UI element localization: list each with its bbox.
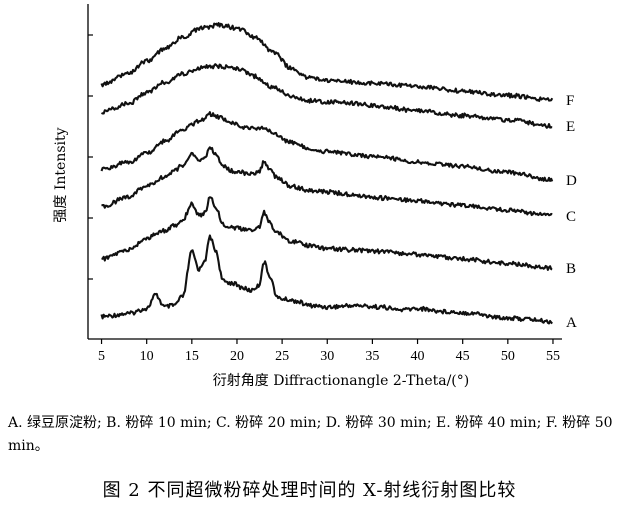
x-tick-label: 35 (365, 349, 379, 364)
xrd-chart: 5 10 15 20 25 30 35 40 45 50 55 A B C D EF 衍射角度 Diffra… (53, 4, 577, 389)
x-axis-title: 衍射角度 Diffractionangle 2-Theta/(°) (213, 373, 469, 389)
series-line-f (100, 22, 554, 103)
series-labels: A B C D EF (566, 93, 577, 331)
series-label-c: C (566, 209, 576, 225)
y-ticks (88, 34, 93, 280)
x-tick-label: 40 (411, 349, 425, 364)
axes (87, 4, 562, 340)
series-label-d: D (566, 173, 577, 189)
x-tick-label: 45 (456, 349, 470, 364)
series-line-e (100, 63, 553, 129)
series-label-e: E (566, 119, 575, 135)
series-label-f: F (566, 93, 574, 109)
series-line-a (100, 234, 553, 325)
x-tick-label: 30 (320, 349, 334, 364)
x-tick-label: 10 (140, 349, 154, 364)
x-tick-label: 55 (546, 349, 560, 364)
series-label-b: B (566, 261, 576, 277)
x-tick-label: 15 (185, 349, 199, 364)
figure-caption: 图 2 不同超微粉碎处理时间的 X-射线衍射图比较 (102, 480, 517, 501)
x-tick-label: 5 (98, 349, 105, 364)
x-tick-label: 50 (501, 349, 515, 364)
series-group (100, 22, 554, 325)
x-ticks: 5 10 15 20 25 30 35 40 45 50 55 (98, 339, 560, 364)
series-line-b (101, 196, 553, 271)
x-tick-label: 20 (230, 349, 244, 364)
x-tick-label: 25 (275, 349, 289, 364)
series-label-a: A (566, 315, 577, 331)
y-axis-title: 强度 Intensity (53, 127, 69, 222)
legend-note: A. 绿豆原淀粉; B. 粉碎 10 min; C. 粉碎 20 min; D.… (8, 415, 613, 454)
series-line-c (101, 146, 553, 217)
series-line-d (100, 111, 554, 182)
